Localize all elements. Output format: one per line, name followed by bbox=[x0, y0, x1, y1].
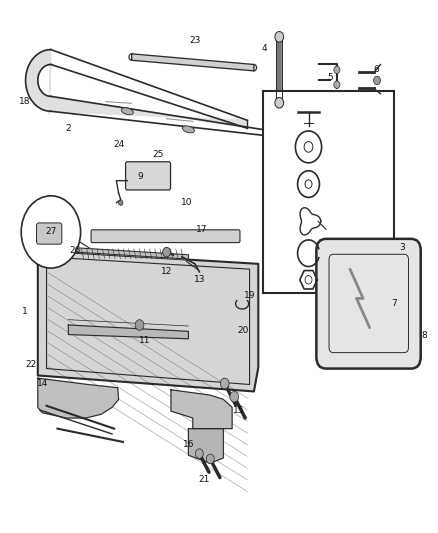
Text: 20: 20 bbox=[237, 326, 249, 335]
FancyBboxPatch shape bbox=[36, 223, 62, 244]
Polygon shape bbox=[171, 390, 232, 429]
Circle shape bbox=[334, 66, 340, 74]
Circle shape bbox=[162, 247, 170, 257]
Circle shape bbox=[119, 200, 123, 205]
Circle shape bbox=[21, 196, 81, 268]
Polygon shape bbox=[38, 378, 119, 418]
Circle shape bbox=[195, 449, 203, 458]
Text: 10: 10 bbox=[180, 198, 192, 207]
Text: 26: 26 bbox=[69, 246, 81, 255]
Bar bbox=[263, 91, 394, 293]
Text: 16: 16 bbox=[183, 440, 194, 449]
Text: 11: 11 bbox=[139, 336, 151, 345]
Polygon shape bbox=[38, 251, 258, 391]
Circle shape bbox=[135, 320, 144, 330]
Ellipse shape bbox=[121, 108, 133, 115]
Text: 13: 13 bbox=[194, 275, 205, 284]
Text: 6: 6 bbox=[373, 66, 379, 74]
Text: 15: 15 bbox=[233, 406, 244, 415]
Polygon shape bbox=[25, 50, 247, 128]
Text: 19: 19 bbox=[244, 291, 255, 300]
Circle shape bbox=[334, 81, 340, 88]
Text: 8: 8 bbox=[421, 331, 427, 340]
Text: 23: 23 bbox=[189, 36, 201, 45]
Polygon shape bbox=[132, 54, 254, 71]
Text: 17: 17 bbox=[196, 225, 207, 234]
Text: 2: 2 bbox=[66, 124, 71, 133]
Text: 21: 21 bbox=[198, 475, 209, 483]
Text: 4: 4 bbox=[262, 44, 268, 53]
Text: 12: 12 bbox=[161, 268, 172, 276]
Circle shape bbox=[275, 98, 284, 108]
Text: 18: 18 bbox=[19, 97, 31, 106]
FancyBboxPatch shape bbox=[91, 230, 240, 243]
Circle shape bbox=[374, 76, 381, 85]
Text: 7: 7 bbox=[391, 299, 396, 308]
FancyBboxPatch shape bbox=[316, 239, 421, 368]
Text: 9: 9 bbox=[138, 172, 143, 181]
Polygon shape bbox=[77, 248, 188, 259]
Text: 1: 1 bbox=[22, 307, 28, 316]
Polygon shape bbox=[188, 429, 223, 463]
Ellipse shape bbox=[183, 126, 194, 133]
Text: 22: 22 bbox=[26, 360, 37, 369]
Text: 24: 24 bbox=[113, 140, 124, 149]
Polygon shape bbox=[68, 325, 188, 339]
Circle shape bbox=[220, 378, 229, 389]
Circle shape bbox=[230, 391, 239, 402]
Circle shape bbox=[275, 31, 284, 42]
Text: 5: 5 bbox=[328, 73, 333, 82]
Text: 25: 25 bbox=[152, 150, 163, 159]
Circle shape bbox=[206, 454, 214, 464]
Text: 3: 3 bbox=[399, 244, 405, 253]
Text: 27: 27 bbox=[45, 228, 57, 237]
Text: 14: 14 bbox=[36, 379, 48, 388]
FancyBboxPatch shape bbox=[126, 162, 170, 190]
